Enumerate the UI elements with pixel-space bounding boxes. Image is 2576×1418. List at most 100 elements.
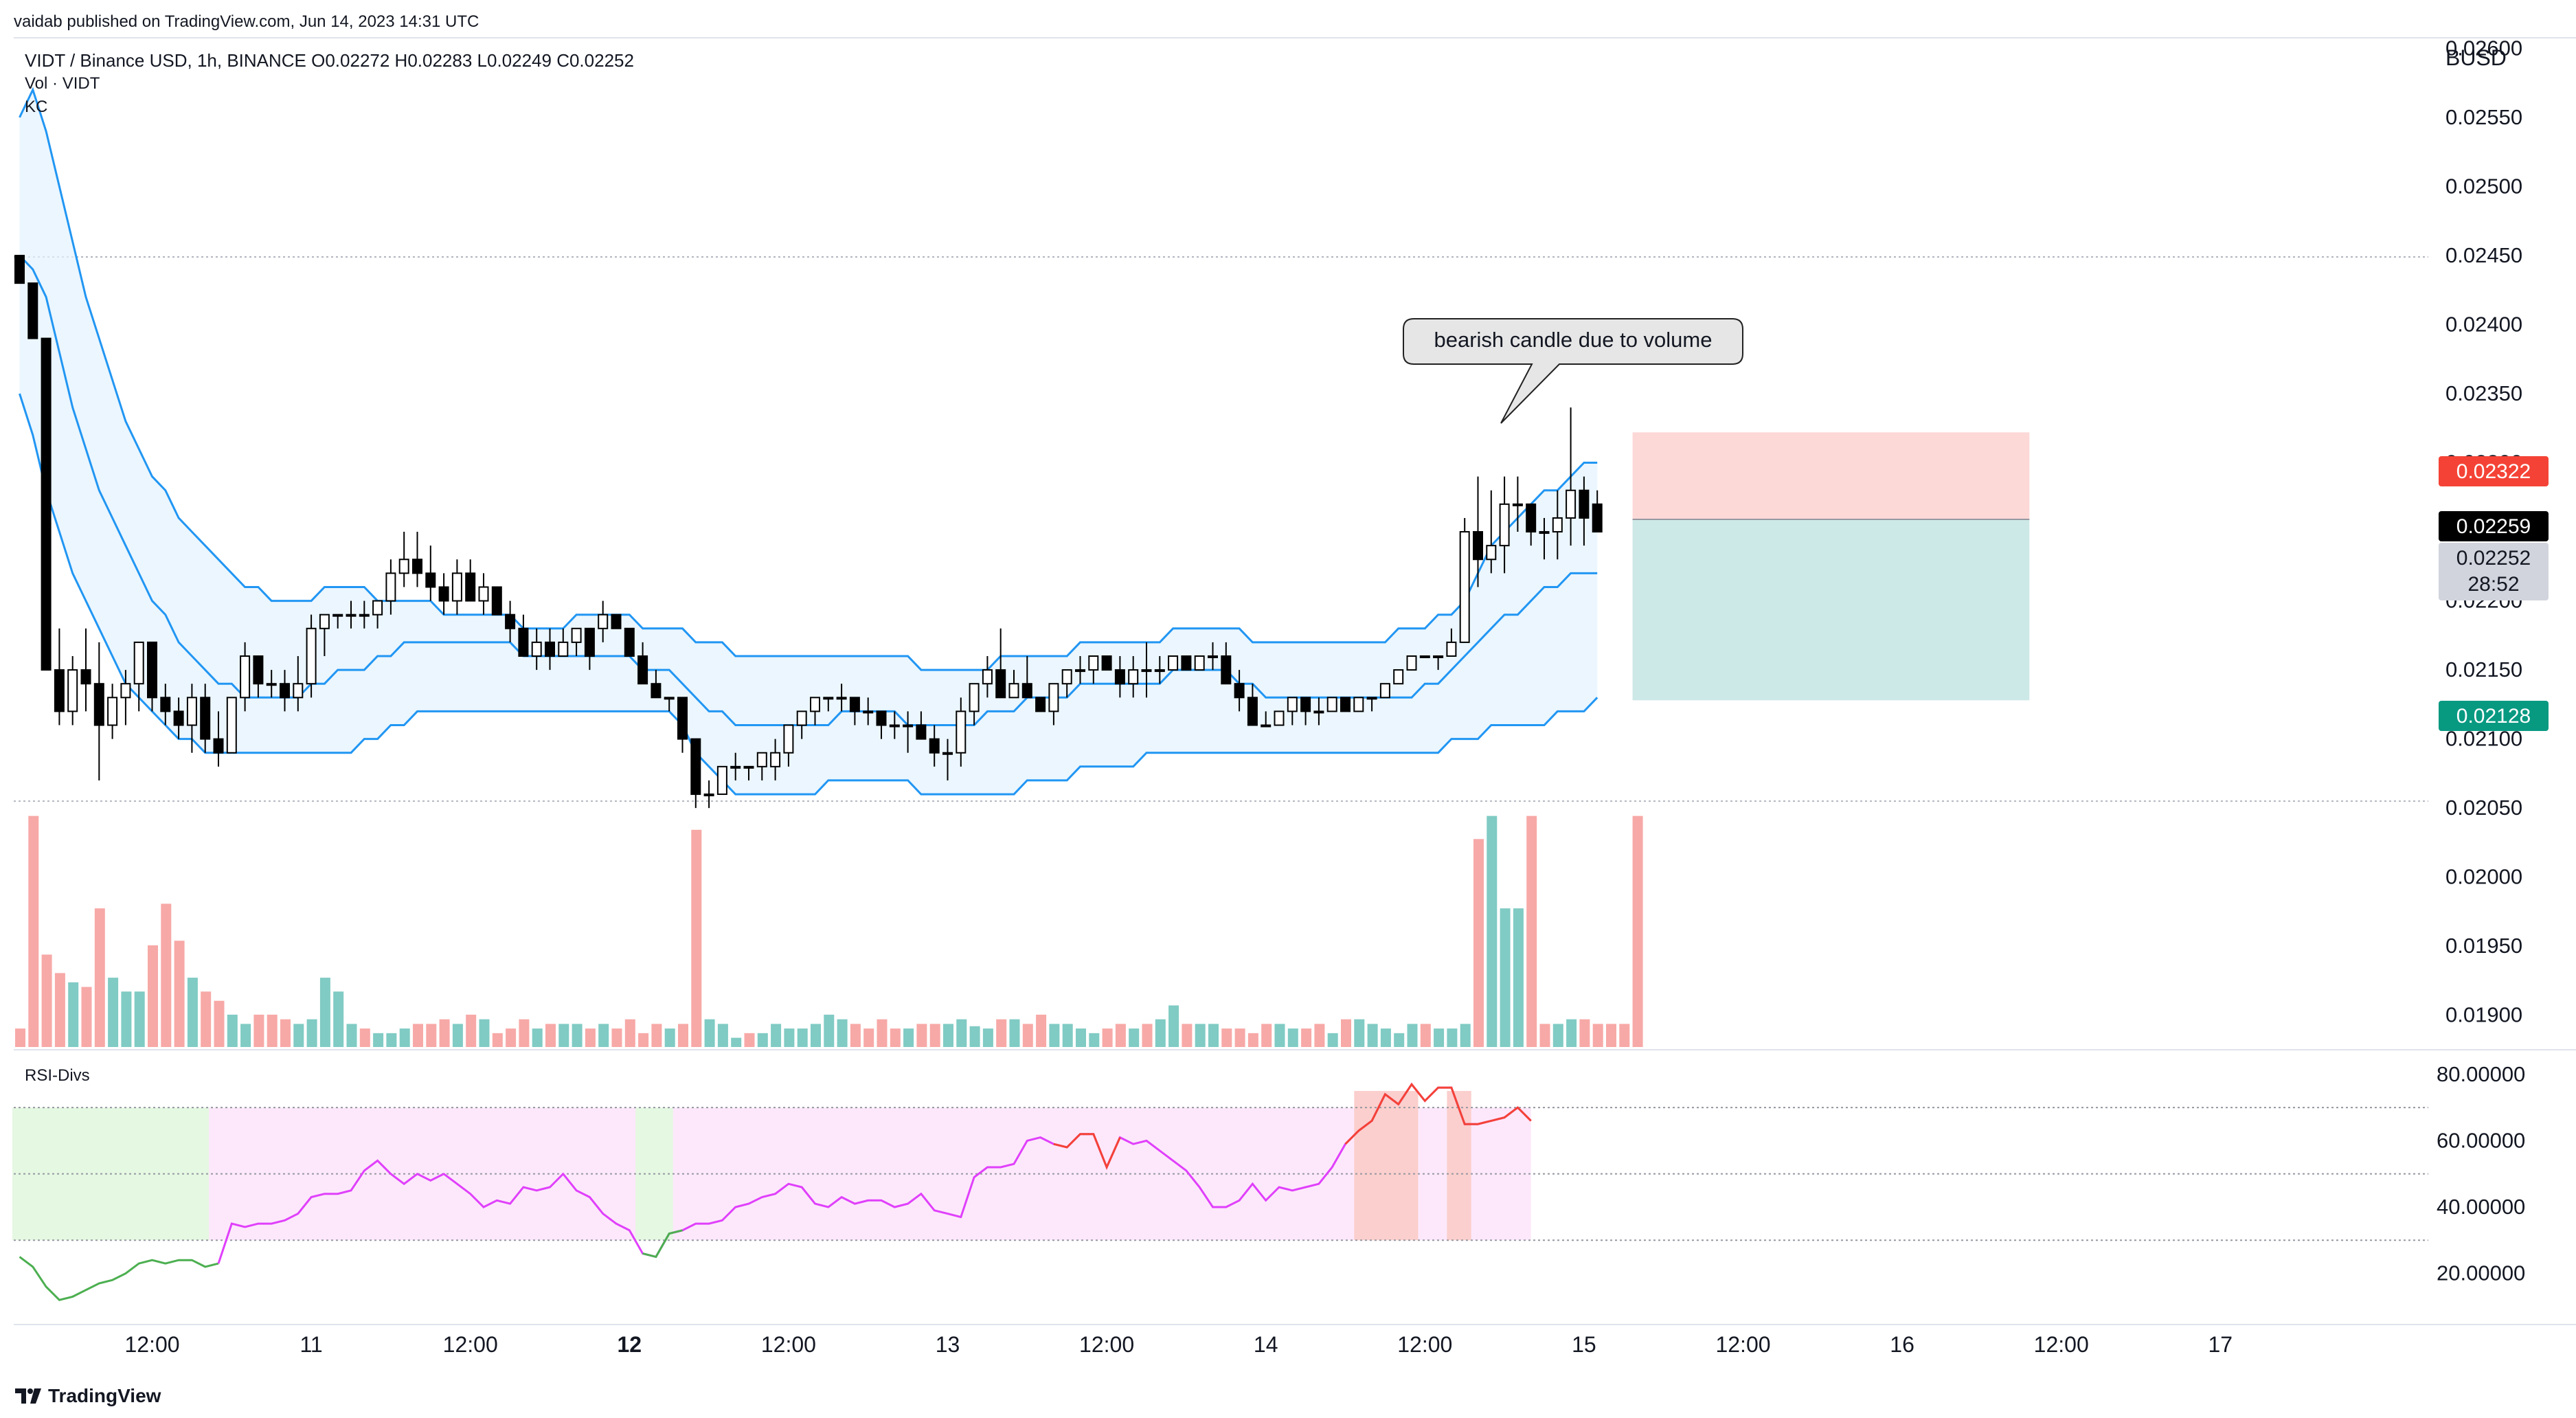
candle[interactable] bbox=[425, 545, 436, 601]
candle[interactable] bbox=[849, 697, 860, 725]
kc-legend[interactable]: KC bbox=[25, 98, 48, 116]
candle[interactable] bbox=[505, 600, 516, 642]
candle[interactable] bbox=[1393, 669, 1404, 685]
candle[interactable] bbox=[280, 670, 290, 712]
candle[interactable] bbox=[1579, 476, 1590, 546]
candle[interactable] bbox=[929, 725, 940, 767]
candle[interactable] bbox=[41, 337, 52, 671]
candle[interactable] bbox=[1021, 656, 1032, 699]
candle[interactable] bbox=[810, 697, 820, 725]
candle[interactable] bbox=[346, 600, 357, 629]
candle[interactable] bbox=[306, 614, 317, 698]
candle[interactable] bbox=[1446, 628, 1457, 657]
candle[interactable] bbox=[651, 670, 662, 699]
candle[interactable] bbox=[730, 752, 741, 780]
candle[interactable] bbox=[876, 710, 887, 739]
candle[interactable] bbox=[518, 614, 529, 657]
candle[interactable] bbox=[120, 670, 131, 725]
target-zone[interactable] bbox=[1632, 519, 2030, 701]
candle[interactable] bbox=[1088, 655, 1099, 684]
volume-legend[interactable]: Vol · VIDT bbox=[25, 74, 100, 93]
candle[interactable] bbox=[133, 641, 144, 712]
tradingview-logo[interactable]: TradingView bbox=[15, 1385, 161, 1407]
candle[interactable] bbox=[584, 627, 595, 671]
candle[interactable] bbox=[637, 642, 648, 685]
candle[interactable] bbox=[1141, 642, 1152, 698]
candle[interactable] bbox=[545, 628, 555, 671]
candle[interactable] bbox=[1473, 476, 1483, 587]
candle[interactable] bbox=[783, 724, 794, 767]
candle[interactable] bbox=[1326, 697, 1337, 712]
candle[interactable] bbox=[54, 628, 65, 725]
candle[interactable] bbox=[1247, 684, 1258, 726]
candle[interactable] bbox=[1419, 655, 1430, 658]
candle[interactable] bbox=[1366, 697, 1377, 712]
candle[interactable] bbox=[293, 656, 304, 712]
candle[interactable] bbox=[611, 614, 622, 629]
price-axis[interactable]: 0.02600 0.02550 0.02500 0.02450 0.02400 0.023… bbox=[2437, 36, 2525, 1285]
candle[interactable] bbox=[531, 628, 542, 671]
candle[interactable] bbox=[1208, 642, 1218, 671]
stop-zone[interactable] bbox=[1632, 432, 2030, 519]
candle[interactable] bbox=[690, 738, 701, 809]
candle[interactable] bbox=[995, 628, 1006, 699]
candle[interactable] bbox=[213, 711, 224, 767]
candle[interactable] bbox=[200, 684, 211, 753]
candle[interactable] bbox=[703, 780, 714, 809]
candle[interactable] bbox=[1061, 669, 1072, 698]
candle[interactable] bbox=[438, 573, 449, 615]
candle[interactable] bbox=[319, 614, 330, 656]
candle[interactable] bbox=[1101, 655, 1112, 671]
candle[interactable] bbox=[1592, 490, 1603, 533]
candle[interactable] bbox=[1526, 503, 1537, 546]
candle[interactable] bbox=[93, 642, 104, 780]
candle[interactable] bbox=[982, 656, 993, 698]
candle[interactable] bbox=[359, 600, 370, 629]
candle[interactable] bbox=[942, 739, 953, 780]
candle[interactable] bbox=[1287, 697, 1298, 725]
candle[interactable] bbox=[677, 697, 688, 753]
candle[interactable] bbox=[664, 697, 675, 712]
candle[interactable] bbox=[1075, 656, 1085, 684]
rsi-pane[interactable] bbox=[12, 1082, 2428, 1301]
candle[interactable] bbox=[451, 559, 462, 615]
candle[interactable] bbox=[743, 765, 754, 780]
candle[interactable] bbox=[558, 628, 569, 657]
candle[interactable] bbox=[598, 600, 609, 642]
callout-annotation[interactable]: bearish candle due to volume bbox=[1403, 318, 1743, 424]
candlesticks[interactable] bbox=[14, 254, 1603, 809]
candle[interactable] bbox=[491, 586, 502, 616]
candle[interactable] bbox=[147, 641, 157, 712]
candle[interactable] bbox=[398, 532, 409, 587]
candle[interactable] bbox=[956, 697, 967, 767]
candle[interactable] bbox=[1340, 697, 1351, 712]
candle[interactable] bbox=[624, 627, 635, 657]
candle[interactable] bbox=[186, 684, 197, 753]
candle[interactable] bbox=[1008, 670, 1019, 699]
candle[interactable] bbox=[1539, 517, 1550, 560]
candle[interactable] bbox=[1566, 407, 1577, 546]
candle[interactable] bbox=[1552, 490, 1563, 560]
symbol-ohlc-legend[interactable]: VIDT / Binance USD, 1h, BINANCE O0.02272… bbox=[25, 50, 634, 71]
candle[interactable] bbox=[1181, 655, 1192, 671]
candle[interactable] bbox=[823, 697, 834, 712]
candle[interactable] bbox=[478, 573, 489, 615]
candle[interactable] bbox=[1128, 656, 1139, 698]
candle[interactable] bbox=[1154, 656, 1165, 684]
candle[interactable] bbox=[1048, 683, 1059, 725]
candle[interactable] bbox=[1221, 642, 1232, 685]
candle[interactable] bbox=[969, 683, 980, 725]
candle[interactable] bbox=[1114, 656, 1125, 698]
time-axis[interactable]: 12:00 11 12:00 12 12:00 13 12:00 14 12:00 15 12:00… bbox=[124, 1332, 2233, 1357]
position-tool[interactable] bbox=[1632, 432, 2030, 701]
candle[interactable] bbox=[14, 254, 25, 284]
candle[interactable] bbox=[385, 559, 396, 615]
candle[interactable] bbox=[796, 710, 807, 739]
candle[interactable] bbox=[571, 627, 582, 656]
candle[interactable] bbox=[770, 739, 781, 780]
candle[interactable] bbox=[1035, 697, 1046, 712]
candle[interactable] bbox=[1406, 655, 1417, 671]
candle[interactable] bbox=[716, 765, 727, 796]
candle[interactable] bbox=[226, 697, 237, 754]
